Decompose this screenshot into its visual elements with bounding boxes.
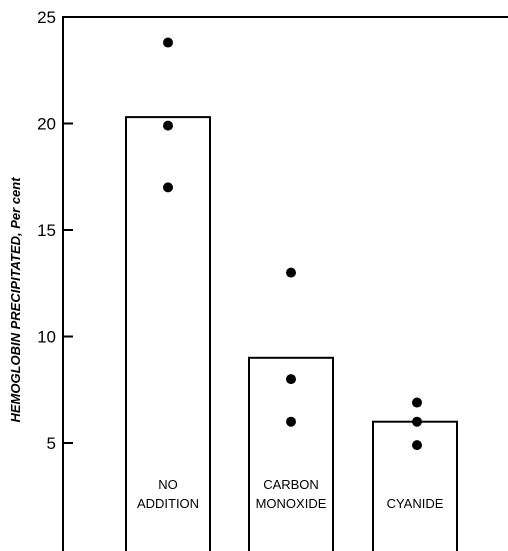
category-labels: NO ADDITION CARBON MONOXIDE CYANIDE bbox=[137, 477, 444, 511]
y-tick-label: 25 bbox=[37, 8, 56, 27]
data-point bbox=[412, 397, 422, 408]
data-point bbox=[163, 37, 173, 48]
category-label: ADDITION bbox=[137, 496, 199, 511]
y-axis-label: HEMOGLOBIN PRECIPITATED, Per cent bbox=[8, 177, 23, 423]
data-point bbox=[286, 374, 296, 385]
y-tick-label: 10 bbox=[37, 328, 56, 347]
category-label: NO bbox=[158, 477, 178, 492]
data-point bbox=[286, 416, 296, 427]
data-point bbox=[163, 120, 173, 131]
category-label: CARBON bbox=[263, 477, 319, 492]
y-ticks: 5 10 15 20 25 bbox=[37, 8, 73, 453]
y-tick-label: 20 bbox=[37, 115, 56, 134]
data-points bbox=[163, 37, 422, 451]
bars bbox=[125, 116, 458, 551]
data-point bbox=[412, 440, 422, 451]
category-label: CYANIDE bbox=[387, 496, 444, 511]
bar bbox=[248, 356, 334, 551]
data-point bbox=[286, 267, 296, 278]
y-tick-label: 5 bbox=[47, 434, 56, 453]
category-label: MONOXIDE bbox=[256, 496, 327, 511]
data-point bbox=[163, 182, 173, 193]
y-tick-label: 15 bbox=[37, 221, 56, 240]
data-point bbox=[412, 416, 422, 427]
